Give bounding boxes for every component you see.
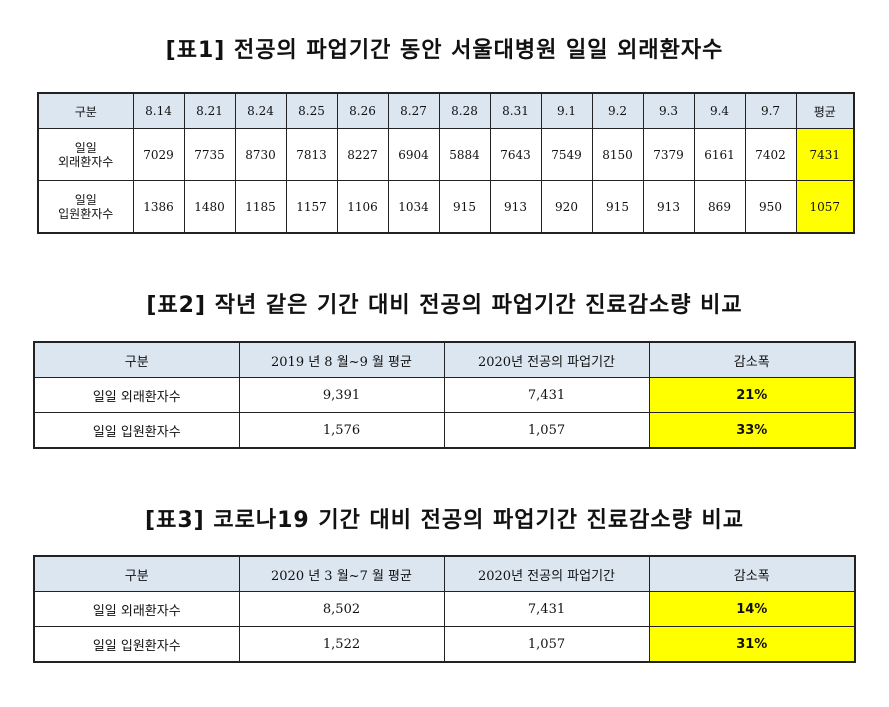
table2-comparison-last-year: 구분 2019 년 8 월~9 월 평균 2020년 전공의 파업기간 감소폭 … bbox=[33, 341, 856, 449]
table1-header-label: 구분 bbox=[37, 92, 134, 129]
header-baseline-period: 2020 년 3 월~7 월 평균 bbox=[238, 555, 445, 592]
table1-date-cell: 8.21 bbox=[183, 92, 236, 129]
strike-value: 1,057 bbox=[443, 412, 650, 449]
strike-value: 1,057 bbox=[443, 626, 650, 663]
header-strike-period: 2020년 전공의 파업기간 bbox=[443, 341, 650, 378]
value-cell: 915 bbox=[591, 180, 644, 234]
table2-header-row: 구분 2019 년 8 월~9 월 평균 2020년 전공의 파업기간 감소폭 bbox=[33, 341, 856, 378]
row-label-inpatient: 일일 입원환자수 bbox=[37, 180, 134, 234]
table-row: 일일 외래환자수 8,502 7,431 14% bbox=[33, 591, 856, 627]
table1-title: [표1] 전공의 파업기간 동안 서울대병원 일일 외래환자수 bbox=[165, 38, 724, 63]
table1-date-cell: 8.28 bbox=[438, 92, 491, 129]
row-label-inpatient: 일일 입원환자수 bbox=[33, 626, 240, 663]
baseline-value: 9,391 bbox=[238, 377, 445, 413]
row-label-outpatient: 일일 외래환자수 bbox=[33, 377, 240, 413]
header-baseline-period: 2019 년 8 월~9 월 평균 bbox=[238, 341, 445, 378]
value-cell: 8730 bbox=[234, 128, 287, 181]
row-label-outpatient: 일일 외래환자수 bbox=[37, 128, 134, 181]
value-cell: 915 bbox=[438, 180, 491, 234]
baseline-value: 1,522 bbox=[238, 626, 445, 663]
header-strike-period: 2020년 전공의 파업기간 bbox=[443, 555, 650, 592]
decrease-value: 33% bbox=[648, 412, 856, 449]
header-decrease: 감소폭 bbox=[648, 341, 856, 378]
value-cell: 1185 bbox=[234, 180, 287, 234]
table3-header-row: 구분 2020 년 3 월~7 월 평균 2020년 전공의 파업기간 감소폭 bbox=[33, 555, 856, 592]
table-row: 일일 입원환자수 1,522 1,057 31% bbox=[33, 626, 856, 663]
header-category: 구분 bbox=[33, 341, 240, 378]
row-label-outpatient: 일일 외래환자수 bbox=[33, 591, 240, 627]
table3-title: [표3] 코로나19 기간 대비 전공의 파업기간 진료감소량 비교 bbox=[145, 508, 744, 533]
value-cell: 7813 bbox=[285, 128, 338, 181]
value-cell: 920 bbox=[540, 180, 593, 234]
value-cell: 7029 bbox=[132, 128, 185, 181]
decrease-value: 31% bbox=[648, 626, 856, 663]
value-cell: 7735 bbox=[183, 128, 236, 181]
table1-date-cell: 8.14 bbox=[132, 92, 185, 129]
value-cell: 7643 bbox=[489, 128, 542, 181]
baseline-value: 1,576 bbox=[238, 412, 445, 449]
table1-date-cell: 8.31 bbox=[489, 92, 542, 129]
value-cell: 7549 bbox=[540, 128, 593, 181]
value-cell: 913 bbox=[489, 180, 542, 234]
value-cell: 6161 bbox=[693, 128, 746, 181]
value-cell: 913 bbox=[642, 180, 695, 234]
value-cell: 1034 bbox=[387, 180, 440, 234]
table2-title: [표2] 작년 같은 기간 대비 전공의 파업기간 진료감소량 비교 bbox=[146, 293, 743, 318]
header-category: 구분 bbox=[33, 555, 240, 592]
table-row: 일일 입원환자수 1,576 1,057 33% bbox=[33, 412, 856, 449]
value-cell: 1106 bbox=[336, 180, 389, 234]
table1-date-cell: 9.2 bbox=[591, 92, 644, 129]
table3-comparison-covid-period: 구분 2020 년 3 월~7 월 평균 2020년 전공의 파업기간 감소폭 … bbox=[33, 555, 856, 663]
table1-date-cell: 9.4 bbox=[693, 92, 746, 129]
table1-date-cell: 9.1 bbox=[540, 92, 593, 129]
value-cell: 869 bbox=[693, 180, 746, 234]
value-cell: 1386 bbox=[132, 180, 185, 234]
table1-date-cell: 8.26 bbox=[336, 92, 389, 129]
table1-date-cell: 8.27 bbox=[387, 92, 440, 129]
table-row: 일일 외래환자수 7029 7735 8730 7813 8227 6904 5… bbox=[37, 128, 855, 181]
value-cell: 8227 bbox=[336, 128, 389, 181]
table-row: 일일 외래환자수 9,391 7,431 21% bbox=[33, 377, 856, 413]
header-decrease: 감소폭 bbox=[648, 555, 856, 592]
row-label-inpatient: 일일 입원환자수 bbox=[33, 412, 240, 449]
table1-date-cell: 8.25 bbox=[285, 92, 338, 129]
decrease-value: 14% bbox=[648, 591, 856, 627]
table1-avg-header: 평균 bbox=[795, 92, 855, 129]
value-cell: 5884 bbox=[438, 128, 491, 181]
value-cell: 6904 bbox=[387, 128, 440, 181]
decrease-value: 21% bbox=[648, 377, 856, 413]
table1-date-cell: 8.24 bbox=[234, 92, 287, 129]
table1-header-row: 구분 8.14 8.21 8.24 8.25 8.26 8.27 8.28 8.… bbox=[37, 92, 855, 129]
value-cell: 950 bbox=[744, 180, 797, 234]
avg-cell: 1057 bbox=[795, 180, 855, 234]
value-cell: 1480 bbox=[183, 180, 236, 234]
table1-date-cell: 9.7 bbox=[744, 92, 797, 129]
strike-value: 7,431 bbox=[443, 377, 650, 413]
table-row: 일일 입원환자수 1386 1480 1185 1157 1106 1034 9… bbox=[37, 180, 855, 234]
baseline-value: 8,502 bbox=[238, 591, 445, 627]
table1-date-cell: 9.3 bbox=[642, 92, 695, 129]
value-cell: 8150 bbox=[591, 128, 644, 181]
avg-cell: 7431 bbox=[795, 128, 855, 181]
table1-daily-patients: 구분 8.14 8.21 8.24 8.25 8.26 8.27 8.28 8.… bbox=[37, 92, 855, 234]
value-cell: 1157 bbox=[285, 180, 338, 234]
value-cell: 7402 bbox=[744, 128, 797, 181]
value-cell: 7379 bbox=[642, 128, 695, 181]
strike-value: 7,431 bbox=[443, 591, 650, 627]
